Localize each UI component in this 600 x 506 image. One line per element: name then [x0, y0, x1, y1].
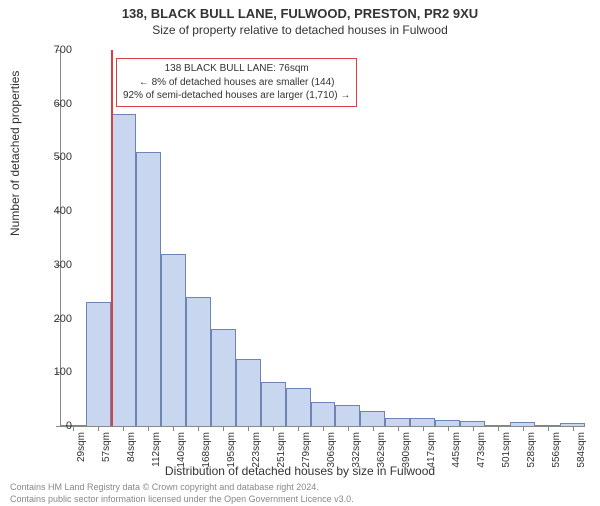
x-tick	[323, 426, 324, 431]
histogram-bar	[261, 382, 286, 426]
x-tick-label: 84sqm	[126, 432, 137, 462]
y-tick-label: 300	[38, 259, 72, 271]
y-tick-label: 100	[38, 366, 72, 378]
histogram-bar	[186, 297, 211, 426]
x-tick	[73, 426, 74, 431]
y-axis-label: Number of detached properties	[8, 71, 22, 236]
x-tick	[98, 426, 99, 431]
x-tick-label: 168sqm	[201, 432, 212, 468]
x-tick-label: 332sqm	[351, 432, 362, 468]
histogram-bar	[161, 254, 186, 426]
histogram-bar	[211, 329, 236, 426]
histogram-bar	[335, 405, 360, 426]
x-tick	[273, 426, 274, 431]
x-tick-label: 251sqm	[276, 432, 287, 468]
x-tick	[398, 426, 399, 431]
x-tick	[248, 426, 249, 431]
y-tick-label: 0	[38, 420, 72, 432]
x-tick-label: 112sqm	[151, 432, 162, 467]
x-tick-label: 473sqm	[476, 432, 487, 468]
annotation-line: 138 BLACK BULL LANE: 76sqm	[123, 62, 350, 76]
x-tick	[198, 426, 199, 431]
x-tick-label: 57sqm	[101, 432, 112, 462]
annotation-callout: 138 BLACK BULL LANE: 76sqm← 8% of detach…	[116, 58, 357, 107]
x-tick	[298, 426, 299, 431]
x-tick	[573, 426, 574, 431]
x-tick	[373, 426, 374, 431]
chart-title-sub: Size of property relative to detached ho…	[0, 23, 600, 37]
x-tick	[523, 426, 524, 431]
x-tick-label: 528sqm	[526, 432, 537, 468]
x-tick	[548, 426, 549, 431]
x-tick-label: 390sqm	[401, 432, 412, 468]
y-tick-label: 400	[38, 205, 72, 217]
x-tick	[173, 426, 174, 431]
x-tick	[498, 426, 499, 431]
x-tick-label: 29sqm	[76, 432, 87, 462]
x-tick	[123, 426, 124, 431]
x-tick-label: 306sqm	[326, 432, 337, 468]
x-tick-label: 362sqm	[376, 432, 387, 468]
histogram-bar	[311, 402, 336, 426]
y-tick-label: 700	[38, 44, 72, 56]
x-tick-label: 195sqm	[226, 432, 237, 468]
histogram-bar	[286, 388, 311, 426]
x-tick-label: 501sqm	[501, 432, 512, 468]
property-marker-line	[111, 50, 113, 426]
y-tick-label: 200	[38, 313, 72, 325]
x-tick-label: 417sqm	[426, 432, 437, 468]
chart-plot-area: 138 BLACK BULL LANE: 76sqm← 8% of detach…	[60, 50, 585, 427]
x-tick	[473, 426, 474, 431]
annotation-line: ← 8% of detached houses are smaller (144…	[123, 76, 350, 90]
y-tick-label: 500	[38, 151, 72, 163]
x-tick-label: 140sqm	[176, 432, 187, 468]
histogram-bar	[385, 418, 410, 426]
x-tick-label: 445sqm	[451, 432, 462, 468]
footer-copyright-1: Contains HM Land Registry data © Crown c…	[10, 482, 319, 492]
x-tick-label: 584sqm	[576, 432, 587, 468]
y-tick-label: 600	[38, 98, 72, 110]
x-tick	[448, 426, 449, 431]
histogram-bar	[86, 302, 111, 426]
x-tick	[223, 426, 224, 431]
histogram-bar	[236, 359, 261, 426]
histogram-bar	[360, 411, 385, 426]
chart-title-main: 138, BLACK BULL LANE, FULWOOD, PRESTON, …	[0, 6, 600, 21]
footer-copyright-2: Contains public sector information licen…	[10, 494, 354, 504]
x-tick-label: 556sqm	[551, 432, 562, 468]
histogram-bar	[136, 152, 161, 426]
histogram-bar	[410, 418, 435, 426]
histogram-bar	[111, 114, 136, 426]
x-tick-label: 223sqm	[251, 432, 262, 468]
x-tick-label: 279sqm	[301, 432, 312, 468]
x-tick	[348, 426, 349, 431]
x-tick	[148, 426, 149, 431]
x-tick	[423, 426, 424, 431]
annotation-line: 92% of semi-detached houses are larger (…	[123, 89, 350, 103]
